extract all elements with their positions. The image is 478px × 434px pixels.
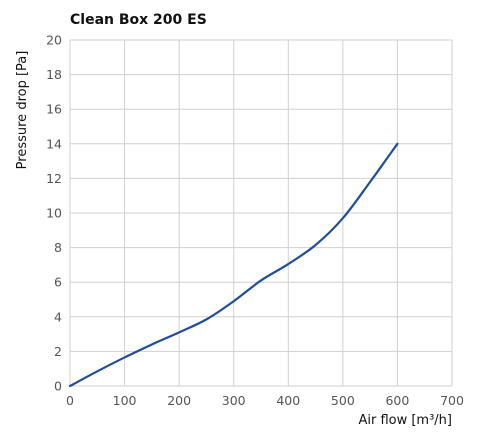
y-tick-label: 6 xyxy=(54,275,62,290)
x-tick-label: 400 xyxy=(276,393,300,408)
series-line xyxy=(68,142,399,388)
y-tick-label: 16 xyxy=(46,102,62,117)
x-tick-label: 500 xyxy=(331,393,355,408)
x-tick-label: 100 xyxy=(113,393,137,408)
grid xyxy=(69,39,453,387)
x-tick-label: 0 xyxy=(66,393,74,408)
y-tick-label: 14 xyxy=(46,136,62,151)
x-tick-label: 200 xyxy=(167,393,191,408)
y-axis-label: Pressure drop [Pa] xyxy=(15,51,30,170)
y-tick-label: 2 xyxy=(54,344,62,359)
x-axis-label: Air flow [m³/h] xyxy=(358,413,452,428)
y-tick-label: 8 xyxy=(54,240,62,255)
series xyxy=(68,142,399,388)
y-tick-label: 10 xyxy=(46,206,62,221)
y-tick-label: 0 xyxy=(54,379,62,394)
y-tick-label: 18 xyxy=(46,67,62,82)
x-tick-label: 600 xyxy=(385,393,409,408)
tick-labels: 0 100 200 300 400 500 600 700 0 2 4 6 8 10 12 14 16 18 20 xyxy=(46,33,464,409)
x-tick-label: 300 xyxy=(222,393,246,408)
y-tick-label: 20 xyxy=(46,33,62,48)
chart-title: Clean Box 200 ES xyxy=(70,12,207,28)
y-tick-label: 4 xyxy=(54,309,62,324)
x-tick-label: 700 xyxy=(440,393,464,408)
y-tick-label: 12 xyxy=(46,171,62,186)
